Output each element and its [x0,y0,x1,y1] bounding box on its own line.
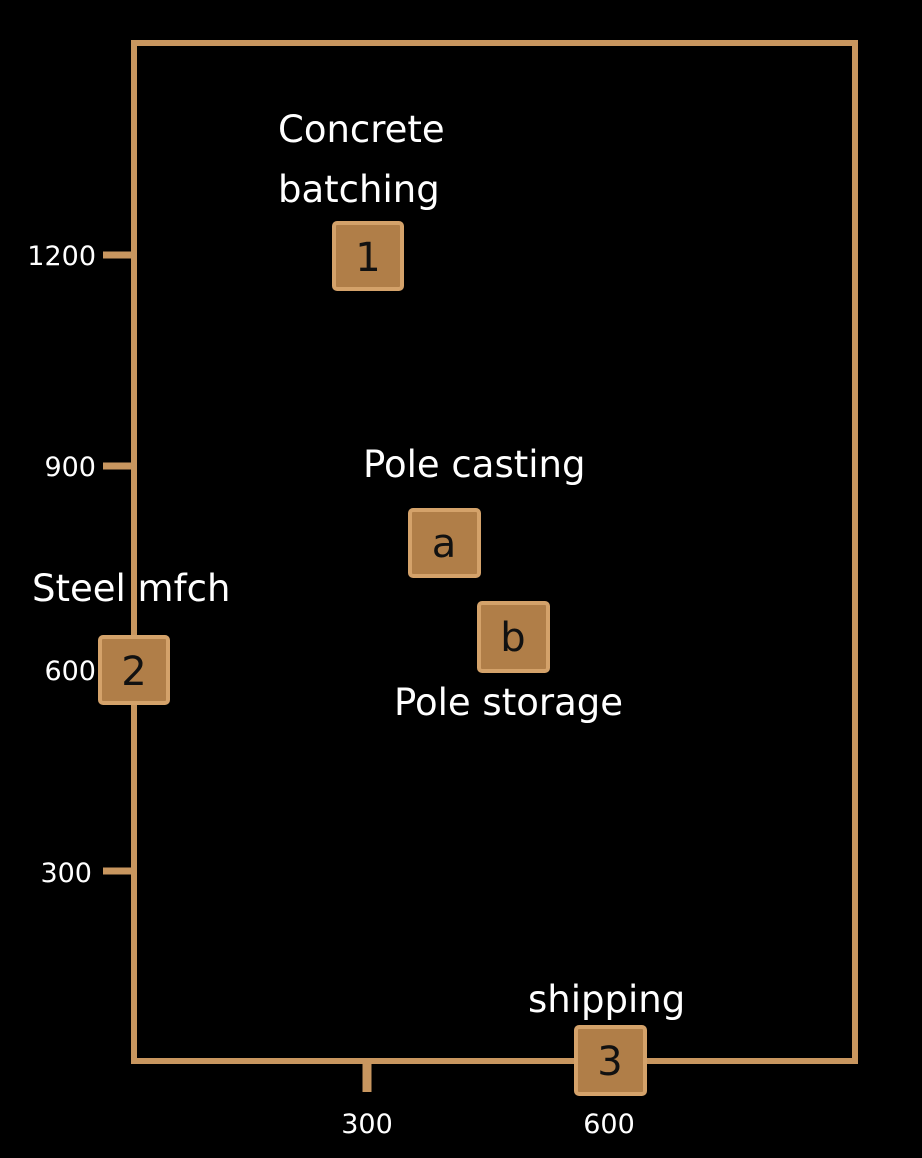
marker-1: 1 [332,221,404,291]
marker-2-text: 2 [121,649,146,695]
site-boundary [131,40,858,1064]
y-tick-label-300: 300 [40,858,92,889]
marker-1-text: 1 [355,235,380,281]
label-concrete-line1: Concrete [278,108,445,151]
marker-3: 3 [574,1025,647,1096]
marker-2: 2 [98,635,170,705]
label-shipping: shipping [528,978,685,1021]
label-pole-casting: Pole casting [363,443,585,486]
y-tick-label-600: 600 [44,656,96,687]
label-concrete-line2: batching [278,168,440,211]
marker-a: a [408,508,481,578]
label-steel-mfch: Steel mfch [32,567,230,610]
marker-a-text: a [432,521,457,567]
x-tick-label-600: 600 [583,1109,635,1140]
marker-b-text: b [500,615,525,661]
x-tick-label-300: 300 [341,1109,393,1140]
marker-3-text: 3 [597,1039,622,1085]
y-tick-label-1200: 1200 [27,241,96,272]
label-pole-storage: Pole storage [394,681,623,724]
marker-b: b [477,601,550,673]
y-tick-label-900: 900 [44,452,96,483]
